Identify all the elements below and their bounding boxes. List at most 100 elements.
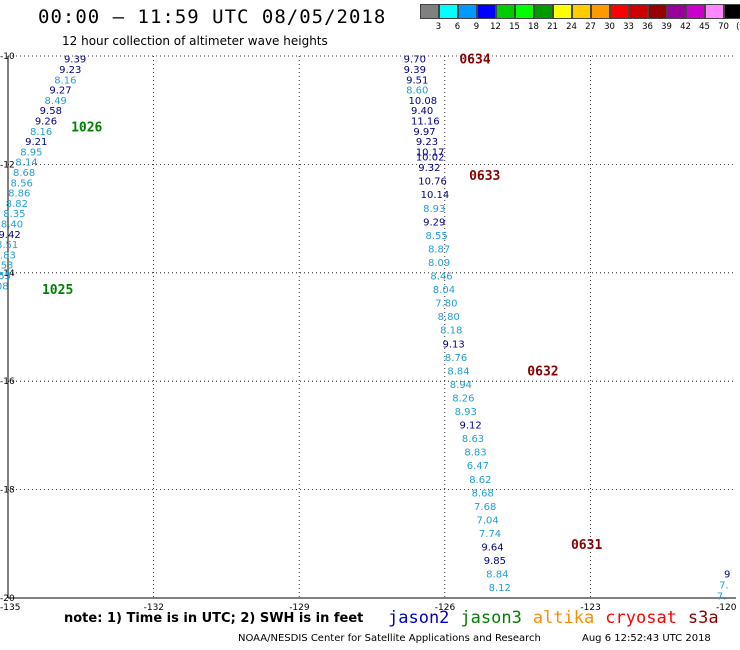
legend-altika: altika	[532, 608, 595, 628]
color-scale-swatch	[686, 4, 705, 19]
lat-tick-label: -16	[0, 377, 15, 387]
swh-value: 8.83	[0, 250, 16, 261]
swh-value: 8.46	[430, 272, 452, 283]
swh-value: 8.18	[440, 326, 462, 337]
color-scale-label: 6	[454, 22, 461, 32]
swh-value: 9.51	[406, 75, 428, 86]
swh-value: 9.40	[411, 106, 433, 117]
swh-value: 8.84	[486, 570, 508, 581]
color-scale-label: 70	[718, 22, 729, 32]
legend-jason3: jason3	[460, 608, 522, 628]
swh-value: 7.80	[435, 299, 457, 310]
satellite-legend: jason2 jason3 altika cryosat s3a	[388, 608, 730, 628]
color-scale-label: 39	[661, 22, 672, 32]
swh-value: 8.26	[452, 393, 474, 404]
swh-value: 10.08	[409, 96, 438, 107]
lat-tick-label: -10	[0, 52, 15, 62]
lon-tick-label: -120	[716, 603, 737, 613]
pass-time-label: 1026	[71, 120, 102, 135]
swh-value: 9.58	[40, 106, 62, 117]
swh-value: 7.55	[0, 271, 11, 282]
swh-value: 8.83	[464, 448, 486, 459]
swh-value: 8.40	[1, 219, 23, 230]
swh-value: 8.35	[3, 209, 25, 220]
color-scale-swatch	[648, 4, 667, 19]
color-scale-label: 15	[509, 22, 520, 32]
legend-s3a: s3a	[687, 608, 719, 628]
swh-value: 8.94	[450, 380, 472, 391]
swh-value: 9.64	[481, 543, 503, 554]
swh-value: 8.04	[433, 285, 455, 296]
swh-value: 9.23	[59, 65, 81, 76]
swh-value: 10.02	[416, 152, 445, 163]
swh-value: 8.95	[20, 147, 42, 158]
lat-tick-label: -12	[0, 160, 15, 170]
color-scale-swatch	[667, 4, 686, 19]
swh-value: 7.53	[0, 261, 13, 272]
swh-value: 7.68	[474, 502, 496, 513]
color-scale-label: 9	[473, 22, 480, 32]
color-scale-swatch	[572, 4, 591, 19]
swh-value: 8.62	[469, 475, 491, 486]
color-scale-label: 27	[585, 22, 596, 32]
swh-value: 8.12	[489, 583, 511, 594]
color-scale-label: 21	[547, 22, 558, 32]
swh-value: 9.42	[0, 230, 21, 241]
color-scale-swatch	[496, 4, 515, 19]
color-scale-label: 36	[642, 22, 653, 32]
swh-value: 8.60	[406, 86, 428, 97]
pass-time-label: 0634	[459, 53, 490, 68]
swh-value: 8.49	[45, 96, 67, 107]
color-scale-swatch	[420, 4, 439, 19]
swh-value: 10.14	[421, 190, 450, 201]
color-scale-swatch	[610, 4, 629, 19]
swh-value: 8.55	[426, 231, 448, 242]
color-scale-label: 33	[623, 22, 634, 32]
swh-value: 9.97	[413, 127, 435, 138]
color-scale-label: 12	[490, 22, 501, 32]
swh-value: 8.86	[8, 189, 30, 200]
swh-value: 8.08	[0, 281, 9, 292]
swh-value: 9.85	[484, 556, 506, 567]
generated-timestamp: Aug 6 12:52:43 UTC 2018	[582, 633, 711, 644]
pass-time-label: 0632	[527, 364, 558, 379]
color-scale-label: 45	[699, 22, 710, 32]
swh-value: 9.39	[404, 65, 426, 76]
swh-value: 8.93	[455, 407, 477, 418]
swh-value: 8.51	[0, 240, 18, 251]
swh-value: 9.13	[443, 339, 465, 350]
swh-value: 8.84	[447, 366, 469, 377]
pass-time-label: 1025	[42, 283, 73, 298]
lat-tick-label: -14	[0, 269, 15, 279]
color-scale-bar	[420, 4, 740, 20]
swh-value: 7.04	[476, 515, 498, 526]
map-title: 00:00 – 11:59 UTC 08/05/2018	[38, 6, 387, 28]
swh-value: 9	[724, 570, 730, 581]
swh-value: 8.16	[54, 75, 76, 86]
lon-tick-label: -126	[435, 603, 456, 613]
color-scale-swatch	[591, 4, 610, 19]
color-scale-swatch	[534, 4, 553, 19]
swh-value: 8.93	[423, 204, 445, 215]
swh-value: 9.39	[64, 55, 86, 66]
color-scale-swatch	[705, 4, 724, 19]
color-scale-swatch	[477, 4, 496, 19]
color-scale-swatch	[458, 4, 477, 19]
color-scale-label: 30	[604, 22, 615, 32]
lon-tick-label: -135	[0, 603, 20, 613]
lon-tick-label: -132	[144, 603, 164, 613]
units-note: note: 1) Time is in UTC; 2) SWH is in fe…	[64, 611, 364, 626]
map-subtitle: 12 hour collection of altimeter wave hei…	[62, 34, 328, 48]
legend-jason2: jason2	[388, 608, 450, 628]
lat-tick-label: -20	[0, 594, 15, 604]
swh-value: 10.17	[416, 147, 445, 158]
swh-value: 8.09	[428, 258, 450, 269]
swh-value: 9.32	[418, 163, 440, 174]
swh-value: 8.68	[13, 168, 35, 179]
swh-value: 8.87	[428, 244, 450, 255]
swh-value: 7.	[719, 580, 729, 591]
color-scale-swatch	[515, 4, 534, 19]
swh-value: 8.16	[30, 127, 52, 138]
swh-value: 9.12	[459, 421, 481, 432]
